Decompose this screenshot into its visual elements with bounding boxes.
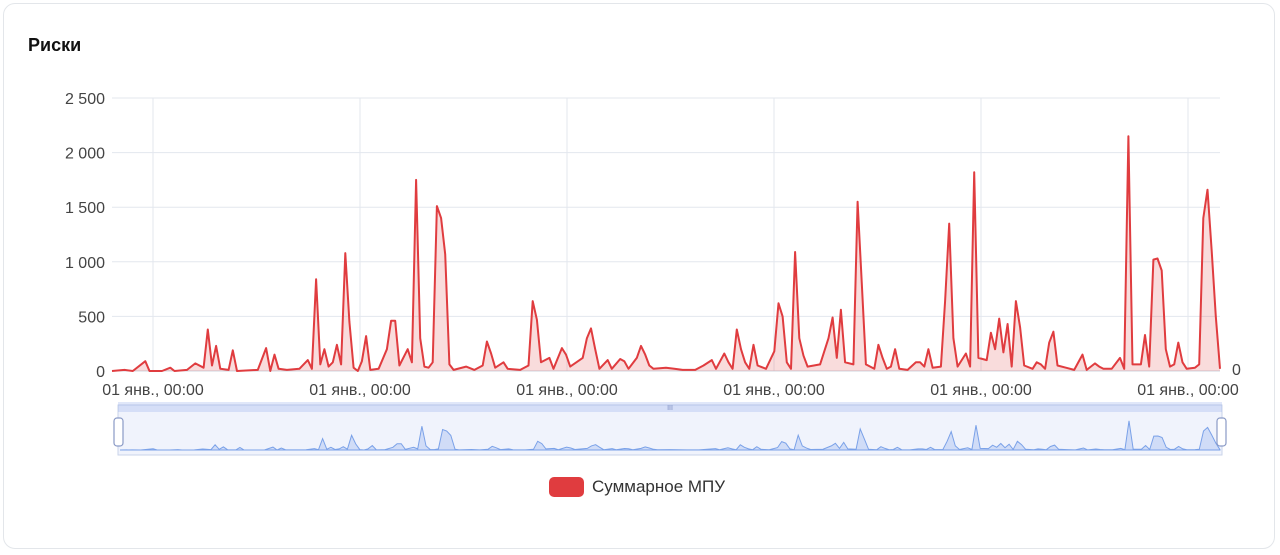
zoom-handle-right[interactable] <box>1216 417 1227 447</box>
drag-handle-icon[interactable]: III <box>667 405 673 412</box>
right-axis-label: 0 <box>1232 362 1241 379</box>
legend-swatch[interactable] <box>549 477 584 497</box>
data-zoom-selection[interactable] <box>118 402 1222 412</box>
y-tick-label: 1 500 <box>65 200 105 217</box>
series-line-summary-mpu[interactable] <box>111 135 1221 372</box>
zoom-handle-left[interactable] <box>113 417 124 447</box>
y-tick-label: 2 000 <box>65 146 105 163</box>
y-tick-label: 500 <box>78 309 105 326</box>
x-tick-label: 01 янв., 00:00 <box>102 382 204 399</box>
y-tick-label: 1 000 <box>65 255 105 272</box>
x-tick-label: 01 янв., 00:00 <box>930 382 1032 399</box>
card-title: Риски <box>28 35 82 55</box>
risks-card: Риски 0 500 1 000 1 500 2 000 2 500 01 янв., … <box>3 3 1275 549</box>
x-axis: 01 янв., 00:00 01 янв., 00:00 01 янв., 00:… <box>102 370 1239 399</box>
legend-label[interactable]: Суммарное МПУ <box>592 477 726 496</box>
x-tick-label: 01 янв., 00:00 <box>1137 382 1239 399</box>
x-tick-label: 01 янв., 00:00 <box>516 382 618 399</box>
y-axis: 0 500 1 000 1 500 2 000 2 500 <box>65 91 105 381</box>
y-tick-label: 2 500 <box>65 91 105 108</box>
mini-series-area <box>119 420 1221 451</box>
x-tick-label: 01 янв., 00:00 <box>309 382 411 399</box>
chart-grid <box>112 97 1220 372</box>
y-tick-label: 0 <box>96 364 105 381</box>
chart-legend[interactable]: Суммарное МПУ <box>549 476 725 498</box>
x-tick-label: 01 янв., 00:00 <box>723 382 825 399</box>
